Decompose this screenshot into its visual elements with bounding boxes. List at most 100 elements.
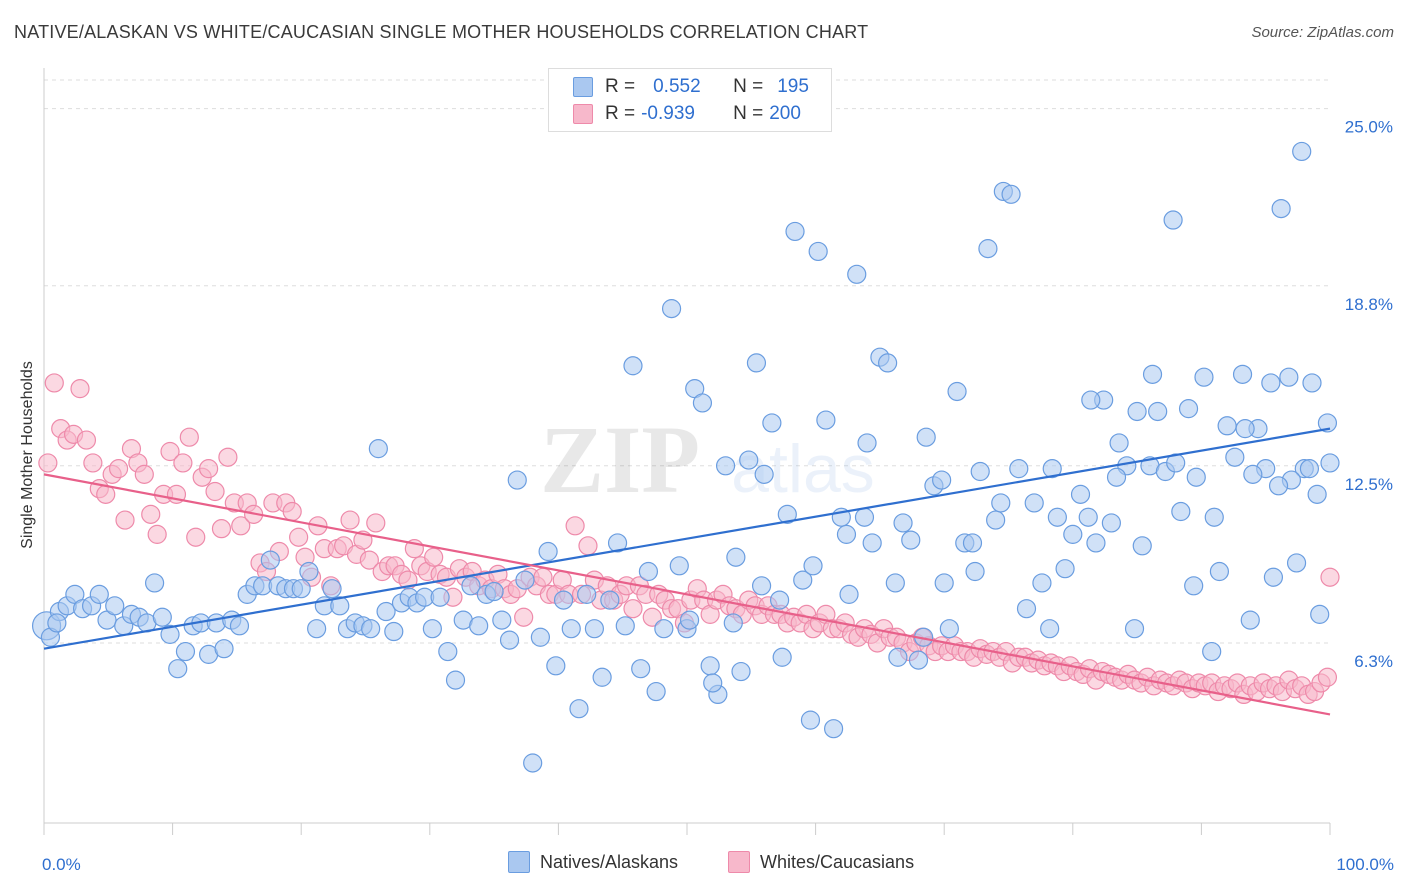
data-point-natives [1194,367,1214,387]
data-point-natives [1202,641,1222,662]
data-point-whites [38,453,58,473]
data-point-natives [1042,459,1062,479]
data-point-natives [726,547,746,567]
data-point-natives [715,456,736,476]
data-point-natives [669,556,689,576]
data-point-natives [746,353,767,373]
series-natives-points [31,141,1340,773]
data-point-natives [731,661,751,682]
data-point-natives [878,353,898,373]
source-label: Source: ZipAtlas.com [1251,24,1394,41]
trend-line-whites [43,473,1331,716]
data-point-natives [592,667,612,687]
data-point-natives [361,619,381,639]
data-point-natives [1124,619,1145,639]
data-point-natives [1024,493,1044,513]
data-point-whites [186,527,206,547]
data-point-natives [762,413,782,433]
data-point-natives [857,433,877,453]
data-point-natives [469,616,489,636]
y-tick-label: 18.8% [1345,295,1393,314]
data-point-natives [703,673,723,693]
data-point-natives [330,596,350,616]
data-point-natives [803,556,823,576]
data-point-natives [1009,459,1029,479]
legend-swatch-blue [573,77,593,97]
data-point-whites [1317,667,1338,687]
data-point-whites [44,373,64,393]
data-point-natives [507,470,527,490]
data-point-natives [322,579,342,599]
bottom-legend-whites: Whites/Caucasians [728,851,914,873]
correlation-legend: R = 0.552 N = 195 R = -0.939 N = 200 [548,68,832,132]
data-point-natives [751,576,772,596]
data-point-natives [376,601,396,622]
data-point-whites [199,459,219,479]
data-point-natives [991,493,1011,513]
legend-n-value: 195 [777,76,809,97]
data-point-natives [260,550,280,570]
bottom-legend-natives: Natives/Alaskans [508,851,678,873]
y-tick-label: 6.3% [1354,652,1393,671]
data-point-natives [1101,513,1121,533]
data-point-natives [422,619,442,639]
data-point-natives [1225,447,1245,467]
data-point-natives [947,381,967,402]
data-point-whites [205,481,225,502]
data-point-natives [836,524,857,544]
data-point-natives [1163,210,1183,230]
data-point-whites [514,607,534,627]
data-point-natives [1299,459,1320,479]
data-point-natives [893,513,913,533]
data-point-natives [1186,467,1206,487]
bottom-legend-label: Whites/Caucasians [760,851,915,872]
data-point-natives [1178,399,1199,419]
data-point-natives [692,393,713,413]
data-point-natives [307,619,327,639]
data-point-natives [1184,576,1204,596]
data-point-natives [1032,573,1052,593]
data-point-natives [908,650,929,670]
trend-lines [43,427,1331,716]
data-point-natives [1209,561,1230,582]
data-point-natives [824,719,844,739]
data-point-natives [615,616,635,636]
data-point-whites [218,447,238,467]
data-point-natives [939,619,959,639]
data-point-natives [661,299,682,319]
data-point-natives [1307,484,1327,504]
svg-text:atlas: atlas [731,431,875,507]
data-point-whites [108,459,129,479]
data-point-whites [1320,567,1340,587]
data-point-whites [76,430,97,450]
data-point-natives [679,610,700,630]
svg-text:ZIP: ZIP [540,406,700,513]
data-point-natives [970,461,990,482]
bottom-legend-label: Natives/Alaskans [540,851,679,872]
bottom-legend-swatch-pink [728,851,750,873]
data-point-whites [70,379,90,399]
data-point-natives [291,579,311,599]
data-point-natives [854,507,875,527]
data-point-natives [1279,367,1299,387]
data-point-whites [83,453,103,473]
legend-row-whites: R = -0.939 N = 200 [573,102,801,126]
data-point-natives [89,584,109,604]
tick-labels: 6.3% 12.5% 18.8% 25.0% 0.0% 100.0% [42,118,1394,874]
grid-lines [44,79,1330,644]
data-point-natives [772,647,792,667]
data-point-natives [800,710,821,730]
data-point-natives [600,590,620,610]
data-point-natives [754,464,774,484]
data-point-natives [515,570,535,590]
data-point-natives [430,587,450,607]
data-point-natives [769,590,790,610]
data-point-natives [530,627,550,647]
data-point-natives [1142,364,1163,384]
data-point-natives [862,533,882,553]
data-point-natives [523,753,543,773]
data-point-natives [577,584,597,604]
data-point-natives [1132,536,1152,556]
data-point-whites [134,464,154,484]
